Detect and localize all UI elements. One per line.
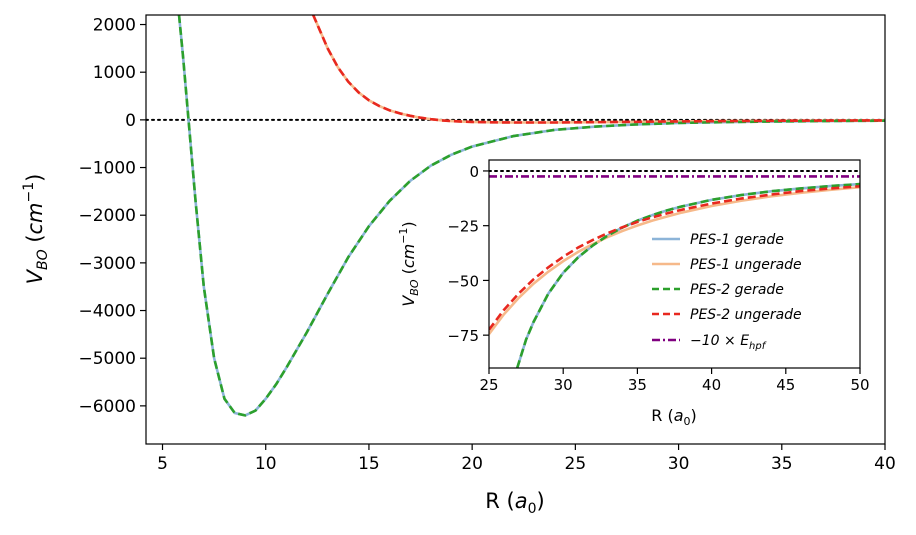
main-y-tick-label: 1000 [93, 63, 136, 83]
inset-y-axis-title: VBO (cm−1) [397, 221, 421, 306]
main-x-tick-label: 25 [565, 454, 587, 474]
inset-y-tick-label: −50 [447, 272, 479, 290]
inset-x-tick-label: 25 [479, 376, 498, 394]
inset-x-tick-label: 30 [554, 376, 573, 394]
main-x-tick-label: 10 [255, 454, 277, 474]
main-series-pes-2-gerade [177, 15, 885, 417]
main-x-tick-label: 40 [874, 454, 896, 474]
inset-x-axis-title: R (a0) [651, 406, 697, 428]
main-x-tick-label: 20 [461, 454, 483, 474]
legend-label-pes1-ungerade: PES-1 ungerade [690, 257, 802, 273]
inset-y-tick-label: −25 [447, 218, 479, 236]
main-y-tick-label: −2000 [78, 206, 136, 226]
main-x-axis: 5 10 15 20 25 30 35 40 [157, 444, 896, 474]
inset-series-pes-1-ungerade [489, 185, 860, 335]
inset-plot-frame [488, 159, 861, 369]
legend-label-pes1-gerade: PES-1 gerade [690, 232, 784, 248]
inset-plot: 25 30 35 40 45 50 −75 −50 −25 0 R (a0) VBO (cm−1… [397, 159, 870, 428]
main-y-tick-label: 0 [125, 111, 136, 131]
main-x-axis-title: R (a0) [485, 489, 544, 517]
inset-x-axis: 25 30 35 40 45 50 [479, 368, 870, 394]
inset-x-tick-label: 40 [702, 376, 721, 394]
inset-y-axis: −75 −50 −25 0 [447, 163, 489, 345]
inset-series-pes-2-ungerade [489, 184, 860, 331]
main-y-axis-title: VBO (cm−1) [21, 174, 51, 285]
inset-x-tick-label: 45 [776, 376, 795, 394]
main-x-tick-label: 15 [358, 454, 380, 474]
legend-label-pes2-gerade: PES-2 gerade [690, 282, 784, 298]
main-x-tick-label: 5 [157, 454, 168, 474]
main-x-tick-label: 30 [668, 454, 690, 474]
main-series-group [146, 15, 885, 417]
main-y-tick-label: −3000 [78, 254, 136, 274]
main-y-tick-label: −1000 [78, 159, 136, 179]
inset-legend: PES-1 gerade PES-1 ungerade PES-2 gerade… [652, 232, 802, 352]
main-y-tick-label: −4000 [78, 302, 136, 322]
legend-label-ehpf: −10 × Ehpf [690, 333, 767, 352]
inset-x-tick-label: 35 [628, 376, 647, 394]
main-series-pes-2-ungerade [312, 15, 885, 124]
main-y-tick-label: 2000 [93, 16, 136, 36]
legend-label-pes2-ungerade: PES-2 ungerade [690, 307, 802, 323]
inset-y-tick-label: 0 [469, 163, 479, 181]
inset-x-tick-label: 50 [850, 376, 869, 394]
inset-series-group [489, 169, 860, 368]
main-x-tick-label: 35 [771, 454, 793, 474]
main-plot-frame [145, 14, 886, 445]
main-y-axis: −6000 −5000 −4000 −3000 −2000 −1000 0 1000 2000 [78, 16, 146, 417]
inset-y-tick-label: −75 [447, 327, 479, 345]
main-y-tick-label: −6000 [78, 397, 136, 417]
main-y-tick-label: −5000 [78, 349, 136, 369]
